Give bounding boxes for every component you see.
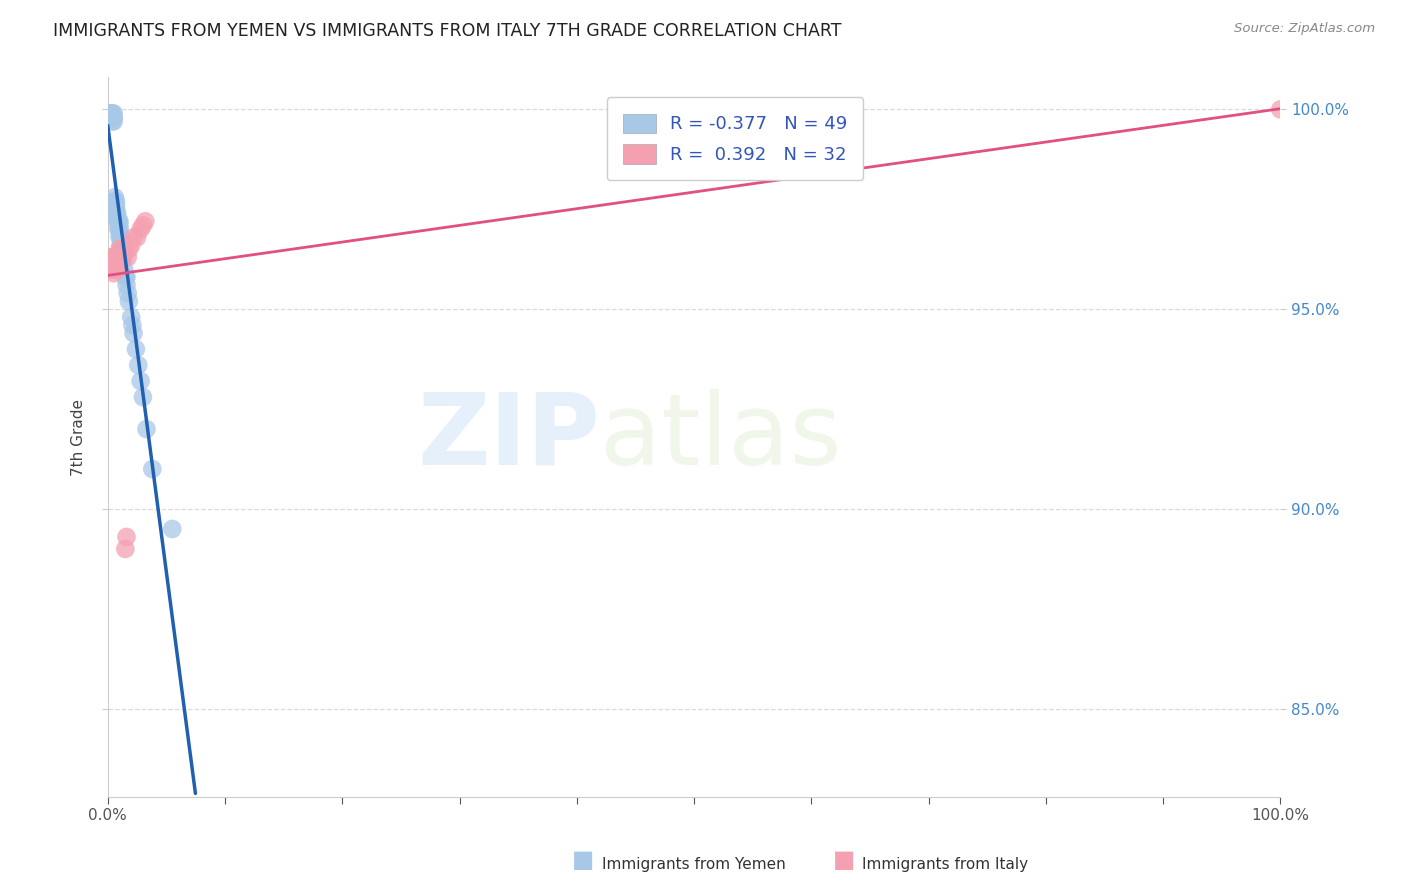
Point bbox=[107, 214, 129, 228]
Text: Immigrants from Yemen: Immigrants from Yemen bbox=[602, 857, 786, 872]
Point bbox=[1270, 103, 1292, 117]
Point bbox=[108, 242, 131, 256]
Text: atlas: atlas bbox=[600, 389, 842, 485]
Point bbox=[115, 278, 138, 293]
Point bbox=[98, 106, 121, 120]
Point bbox=[105, 250, 128, 264]
Point bbox=[112, 262, 135, 277]
Point bbox=[107, 258, 129, 272]
Point bbox=[101, 114, 124, 128]
Point bbox=[134, 214, 156, 228]
Point bbox=[125, 230, 148, 244]
Point bbox=[107, 222, 129, 236]
Point bbox=[101, 262, 124, 277]
Point bbox=[122, 230, 145, 244]
Point bbox=[101, 250, 124, 264]
Point bbox=[101, 106, 124, 120]
Point bbox=[115, 270, 138, 285]
Point bbox=[162, 522, 184, 536]
Point bbox=[104, 202, 127, 217]
Point bbox=[108, 254, 131, 268]
Point bbox=[115, 530, 138, 544]
Point bbox=[108, 219, 131, 233]
Point bbox=[111, 246, 134, 260]
Point bbox=[103, 250, 125, 264]
Point bbox=[129, 222, 152, 236]
Point bbox=[105, 214, 128, 228]
Point bbox=[104, 262, 127, 277]
Point bbox=[104, 262, 127, 277]
Point bbox=[105, 262, 128, 277]
Point bbox=[112, 242, 135, 256]
Point bbox=[104, 194, 127, 209]
Y-axis label: 7th Grade: 7th Grade bbox=[72, 399, 86, 475]
Point bbox=[114, 270, 136, 285]
Point bbox=[118, 294, 141, 309]
Point bbox=[114, 541, 136, 556]
Point bbox=[104, 202, 127, 217]
Point bbox=[97, 262, 120, 277]
Point bbox=[135, 422, 157, 436]
Point bbox=[110, 250, 132, 264]
Point bbox=[127, 358, 149, 372]
Point bbox=[103, 111, 125, 125]
Point bbox=[111, 242, 134, 256]
Point bbox=[104, 190, 127, 204]
Point bbox=[122, 326, 145, 341]
Point bbox=[100, 262, 122, 277]
Point bbox=[108, 230, 131, 244]
Point bbox=[117, 250, 139, 264]
Point bbox=[104, 198, 127, 212]
Text: ■: ■ bbox=[832, 848, 855, 872]
Point bbox=[100, 106, 122, 120]
Point bbox=[105, 206, 128, 220]
Point bbox=[111, 242, 134, 256]
Point bbox=[120, 310, 142, 325]
Point bbox=[110, 230, 132, 244]
Point bbox=[97, 106, 120, 120]
Text: Immigrants from Italy: Immigrants from Italy bbox=[862, 857, 1028, 872]
Point bbox=[117, 286, 139, 301]
Point bbox=[118, 242, 141, 256]
Point bbox=[104, 250, 127, 264]
Point bbox=[132, 390, 155, 404]
Point bbox=[120, 238, 142, 252]
Point bbox=[103, 111, 125, 125]
Point bbox=[121, 318, 143, 333]
Point bbox=[129, 374, 152, 388]
Point bbox=[103, 266, 125, 280]
Point bbox=[104, 194, 127, 209]
Point bbox=[125, 342, 148, 356]
Point bbox=[141, 462, 163, 476]
Point bbox=[105, 211, 128, 225]
Point bbox=[104, 206, 127, 220]
Point bbox=[111, 254, 134, 268]
Point bbox=[111, 234, 134, 248]
Point bbox=[110, 238, 132, 252]
Point bbox=[101, 111, 124, 125]
Point bbox=[111, 250, 134, 264]
Text: IMMIGRANTS FROM YEMEN VS IMMIGRANTS FROM ITALY 7TH GRADE CORRELATION CHART: IMMIGRANTS FROM YEMEN VS IMMIGRANTS FROM… bbox=[53, 22, 842, 40]
Text: Source: ZipAtlas.com: Source: ZipAtlas.com bbox=[1234, 22, 1375, 36]
Point bbox=[98, 258, 121, 272]
Point bbox=[103, 114, 125, 128]
Point bbox=[108, 214, 131, 228]
Point bbox=[103, 106, 125, 120]
Point bbox=[132, 219, 155, 233]
Text: ■: ■ bbox=[572, 848, 595, 872]
Point bbox=[100, 250, 122, 264]
Point bbox=[108, 222, 131, 236]
Text: ZIP: ZIP bbox=[418, 389, 600, 485]
Legend: R = -0.377   N = 49, R =  0.392   N = 32: R = -0.377 N = 49, R = 0.392 N = 32 bbox=[607, 97, 863, 180]
Point bbox=[100, 111, 122, 125]
Point bbox=[104, 250, 127, 264]
